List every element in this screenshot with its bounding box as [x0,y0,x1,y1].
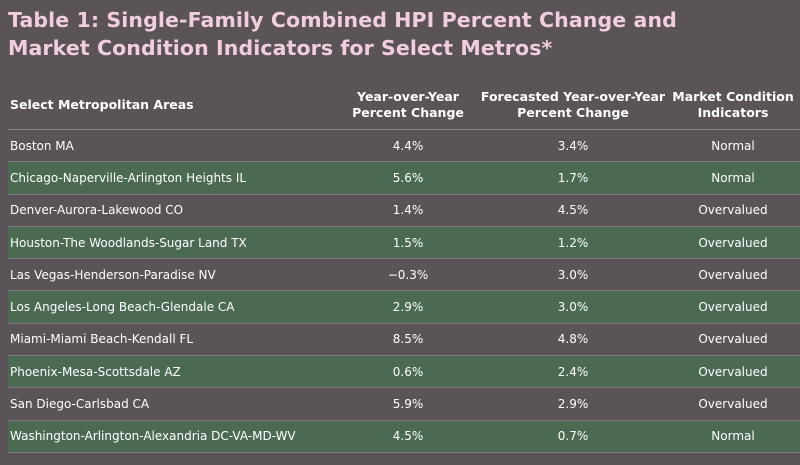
yoy-change-cell: 0.6% [392,364,424,379]
market-indicator-cell: Overvalued [698,203,768,218]
table-title-line-2: Market Condition Indicators for Select M… [8,36,553,60]
market-indicator-cell: Overvalued [698,300,768,315]
table-row: San Diego-Carlsbad CA 5.9% 2.9% Overvalued [8,388,800,421]
table-header: Select Metropolitan Areas Year-over-Year… [8,80,800,129]
yoy-change-cell: 5.6% [392,170,424,185]
table-title: Table 1: Single-Family Combined HPI Perc… [8,6,788,62]
table-row: Los Angeles-Long Beach-Glendale CA 2.9% 3.… [8,291,800,324]
metro-area-cell: Miami-Miami Beach-Kendall FL [10,332,194,347]
market-indicator-cell: Normal [711,138,755,153]
market-indicator-cell: Overvalued [698,332,768,347]
table-row: Chicago-Naperville-Arlington Heights IL 5… [8,162,800,195]
table-row: Phoenix-Mesa-Scottsdale AZ 0.6% 2.4% Overva… [8,356,800,389]
yoy-change-cell: −0.3% [387,267,429,282]
yoy-change-cell: 1.5% [392,235,424,250]
table-row: Boston MA 4.4% 3.4% Normal [8,130,800,163]
metro-area-cell: Washington-Arlington-Alexandria DC-VA-MD… [10,429,296,444]
yoy-change-cell: 2.9% [392,300,424,315]
forecast-yoy-cell: 0.7% [557,429,589,444]
yoy-change-cell: 8.5% [392,332,424,347]
market-indicator-cell: Overvalued [698,364,768,379]
table-row: Miami-Miami Beach-Kendall FL 8.5% 4.8% Over… [8,323,800,357]
forecast-yoy-cell: 1.2% [557,235,589,250]
yoy-change-cell: 4.4% [392,138,424,153]
metro-area-cell: Los Angeles-Long Beach-Glendale CA [10,300,235,315]
table-row: Denver-Aurora-Lakewood CO 1.4% 4.5% Overval… [8,194,800,227]
metro-area-cell: Houston-The Woodlands-Sugar Land TX [10,235,247,250]
table-title-line-1: Table 1: Single-Family Combined HPI Perc… [8,8,677,32]
forecast-yoy-cell: 4.8% [557,332,589,347]
forecast-yoy-cell: 3.0% [557,267,589,282]
header-metro-areas: Select Metropolitan Areas [10,96,194,112]
market-indicator-cell: Overvalued [698,267,768,282]
forecast-yoy-cell: 3.4% [557,138,589,153]
forecast-yoy-cell: 3.0% [557,300,589,315]
forecast-yoy-cell: 2.9% [557,397,589,412]
yoy-change-cell: 1.4% [392,203,424,218]
header-forecast-yoy-change: Forecasted Year-over-Year Percent Change [480,88,666,120]
table-row: Washington-Arlington-Alexandria DC-VA-MD… [8,420,800,453]
forecast-yoy-cell: 2.4% [557,364,589,379]
metro-area-cell: Boston MA [10,138,74,153]
market-indicator-cell: Normal [711,429,755,444]
yoy-change-cell: 4.5% [392,429,424,444]
header-market-indicators: Market Condition Indicators [672,88,794,120]
forecast-yoy-cell: 1.7% [557,170,589,185]
market-indicator-cell: Normal [711,170,755,185]
table-row: Las Vegas-Henderson-Paradise NV −0.3% 3.0%… [8,259,800,292]
header-yoy-change: Year-over-Year Percent Change [352,88,464,120]
market-indicator-cell: Overvalued [698,397,768,412]
metro-area-cell: Las Vegas-Henderson-Paradise NV [10,267,216,282]
market-indicator-cell: Overvalued [698,235,768,250]
yoy-change-cell: 5.9% [392,397,424,412]
metro-area-cell: Denver-Aurora-Lakewood CO [10,203,184,218]
forecast-yoy-cell: 4.5% [557,203,589,218]
metro-area-cell: San Diego-Carlsbad CA [10,397,150,412]
metro-area-cell: Chicago-Naperville-Arlington Heights IL [10,170,247,185]
data-table: Boston MA 4.4% 3.4% Normal Chicago-Napervill… [8,129,800,453]
metro-area-cell: Phoenix-Mesa-Scottsdale AZ [10,364,181,379]
table-row: Houston-The Woodlands-Sugar Land TX 1.5% 1… [8,226,800,260]
